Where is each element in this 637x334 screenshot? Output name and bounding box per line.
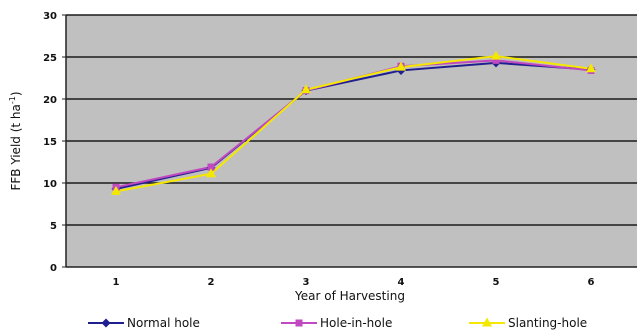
legend-marker <box>482 317 492 327</box>
data-point <box>111 185 121 195</box>
data-point <box>492 56 500 64</box>
x-tick-label: 5 <box>493 277 500 288</box>
data-point <box>586 63 596 73</box>
legend-marker <box>101 318 111 328</box>
data-point <box>491 50 501 60</box>
y-tick-label: 5 <box>50 221 57 232</box>
legend-label: Normal hole <box>127 316 200 330</box>
y-tick-label: 20 <box>43 95 57 106</box>
series-markers <box>111 50 596 195</box>
data-point <box>301 84 311 94</box>
data-point <box>206 168 216 178</box>
y-axis-title-superscript: -1 <box>8 96 17 104</box>
legend-label: Slanting-hole <box>508 316 587 330</box>
y-tick-label: 30 <box>43 11 57 22</box>
series-line-3 <box>115 55 592 193</box>
y-tick-labels: 0 5 10 15 20 25 30 <box>43 11 57 274</box>
legend-marker <box>295 319 303 327</box>
legend-label: Hole-in-hole <box>320 316 392 330</box>
x-axis-title: Year of Harvesting <box>294 289 405 303</box>
data-point <box>396 61 406 71</box>
y-axis-title-main: FFB Yield (t ha <box>9 104 23 190</box>
x-tick-labels: 1 2 3 4 5 6 <box>113 277 595 288</box>
x-tick-label: 4 <box>398 277 405 288</box>
y-tick-label: 15 <box>43 137 57 148</box>
y-tick-label: 10 <box>43 179 57 190</box>
y-tick-label: 0 <box>50 263 57 274</box>
x-tick-label: 3 <box>303 277 310 288</box>
x-tick-label: 2 <box>208 277 215 288</box>
y-axis-title-close: ) <box>9 91 23 96</box>
y-tick-label: 25 <box>43 53 57 64</box>
y-axis-title: FFB Yield (t ha-1) <box>8 91 23 190</box>
data-point <box>207 163 215 171</box>
x-tick-label: 6 <box>588 277 595 288</box>
legend: Normal hole Hole-in-hole Slanting-hole <box>88 316 587 330</box>
series-lines <box>115 55 592 193</box>
x-tick-label: 1 <box>113 277 120 288</box>
